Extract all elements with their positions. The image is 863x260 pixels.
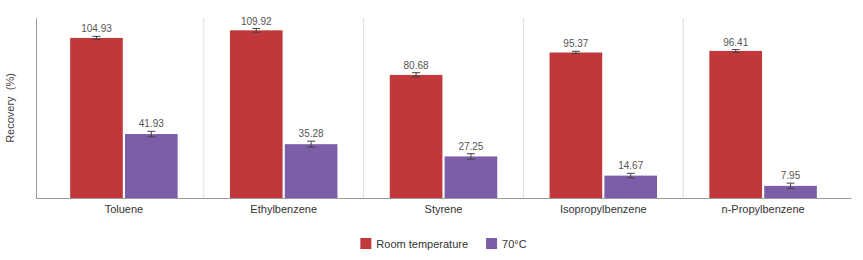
error-bar bbox=[572, 51, 580, 53]
error-bar-cap bbox=[147, 131, 155, 132]
error-bar-cap bbox=[787, 183, 795, 184]
error-bar bbox=[787, 183, 795, 188]
error-bar bbox=[467, 154, 475, 159]
data-label: 95.37 bbox=[563, 38, 588, 49]
data-labels: 104.93 109.92 80.68 95.37 96.41 41.93 35.28 27.… bbox=[81, 15, 801, 181]
x-axis-line bbox=[37, 198, 852, 199]
x-tick: Toluene bbox=[105, 198, 144, 215]
y-axis bbox=[36, 19, 37, 199]
error-bar-line bbox=[416, 73, 417, 78]
error-bar-cap bbox=[412, 72, 420, 73]
x-tick: Styrene bbox=[425, 198, 463, 215]
legend-item: 70°C bbox=[486, 238, 527, 250]
error-bar-cap bbox=[467, 159, 475, 160]
error-bar-line bbox=[470, 154, 471, 159]
error-bar-cap bbox=[412, 77, 420, 78]
bar bbox=[285, 144, 338, 198]
error-bar-cap bbox=[147, 136, 155, 137]
group-divider bbox=[523, 18, 524, 198]
error-bar-cap bbox=[252, 32, 260, 33]
error-bar bbox=[732, 50, 740, 53]
data-label: 14.67 bbox=[618, 160, 643, 171]
error-bar-cap bbox=[572, 53, 580, 54]
legend-label: Room temperature bbox=[376, 238, 468, 250]
group-dividers bbox=[204, 18, 683, 198]
x-axis: Toluene Ethylbenzene Styrene Isopropylbenze… bbox=[37, 198, 852, 215]
data-label: 109.92 bbox=[241, 15, 272, 26]
x-tick-label: Ethylbenzene bbox=[250, 203, 317, 215]
bar bbox=[70, 38, 123, 198]
y-axis-line bbox=[36, 19, 37, 199]
legend: Room temperature 70°C bbox=[360, 238, 526, 250]
y-axis-label: Recovery (%) bbox=[4, 73, 16, 143]
error-bar-cap bbox=[787, 188, 795, 189]
error-bar-cap bbox=[307, 141, 315, 142]
bar bbox=[230, 30, 283, 198]
error-bar-cap bbox=[732, 49, 740, 50]
data-label: 104.93 bbox=[81, 23, 112, 34]
error-bar bbox=[252, 28, 260, 32]
bar bbox=[390, 75, 443, 198]
error-bar bbox=[92, 36, 100, 39]
legend-label: 70°C bbox=[502, 238, 527, 250]
series bbox=[125, 131, 817, 198]
legend-swatch bbox=[486, 238, 497, 249]
error-bar-line bbox=[151, 131, 152, 136]
error-bar-cap bbox=[627, 173, 635, 174]
x-tick-label: n-Propylbenzene bbox=[722, 203, 805, 215]
group-divider bbox=[683, 18, 684, 198]
data-label: 80.68 bbox=[404, 60, 429, 71]
x-tick-label: Isopropylbenzene bbox=[560, 203, 647, 215]
data-label: 7.95 bbox=[781, 170, 801, 181]
chart: 104.93 109.92 80.68 95.37 96.41 41.93 35.28 27.… bbox=[0, 0, 863, 260]
x-tick: Isopropylbenzene bbox=[560, 198, 647, 215]
x-tick-label: Styrene bbox=[425, 203, 463, 215]
error-bar-line bbox=[256, 28, 257, 32]
error-bar-cap bbox=[572, 51, 580, 52]
error-bar-cap bbox=[467, 153, 475, 154]
error-bar bbox=[147, 131, 155, 136]
error-bar-cap bbox=[307, 147, 315, 148]
data-label: 35.28 bbox=[299, 128, 324, 139]
x-tick: n-Propylbenzene bbox=[722, 198, 805, 215]
error-bar-line bbox=[630, 173, 631, 178]
error-bar bbox=[412, 73, 420, 78]
error-bar bbox=[627, 173, 635, 178]
bar bbox=[125, 134, 178, 198]
error-bar-cap bbox=[92, 36, 100, 37]
error-bar-cap bbox=[627, 177, 635, 178]
error-bar-cap bbox=[92, 39, 100, 40]
x-tick: Ethylbenzene bbox=[250, 198, 317, 215]
series bbox=[70, 28, 762, 198]
x-tick-label: Toluene bbox=[105, 203, 144, 215]
bar bbox=[550, 53, 603, 198]
group-divider bbox=[363, 18, 364, 198]
bar bbox=[709, 51, 762, 198]
error-bar-cap bbox=[732, 52, 740, 53]
error-bar bbox=[307, 141, 315, 147]
data-label: 41.93 bbox=[139, 118, 164, 129]
legend-item: Room temperature bbox=[360, 238, 468, 250]
plot: 104.93 109.92 80.68 95.37 96.41 41.93 35.28 27.… bbox=[37, 15, 852, 214]
bar bbox=[604, 176, 657, 198]
data-label: 27.25 bbox=[458, 141, 483, 152]
legend-swatch bbox=[360, 238, 371, 249]
error-bar-line bbox=[790, 183, 791, 188]
error-bar-line bbox=[311, 141, 312, 147]
data-label: 96.41 bbox=[723, 37, 748, 48]
error-bar-cap bbox=[252, 28, 260, 29]
marks bbox=[70, 28, 817, 198]
bar bbox=[445, 156, 498, 198]
group-divider bbox=[203, 18, 204, 198]
